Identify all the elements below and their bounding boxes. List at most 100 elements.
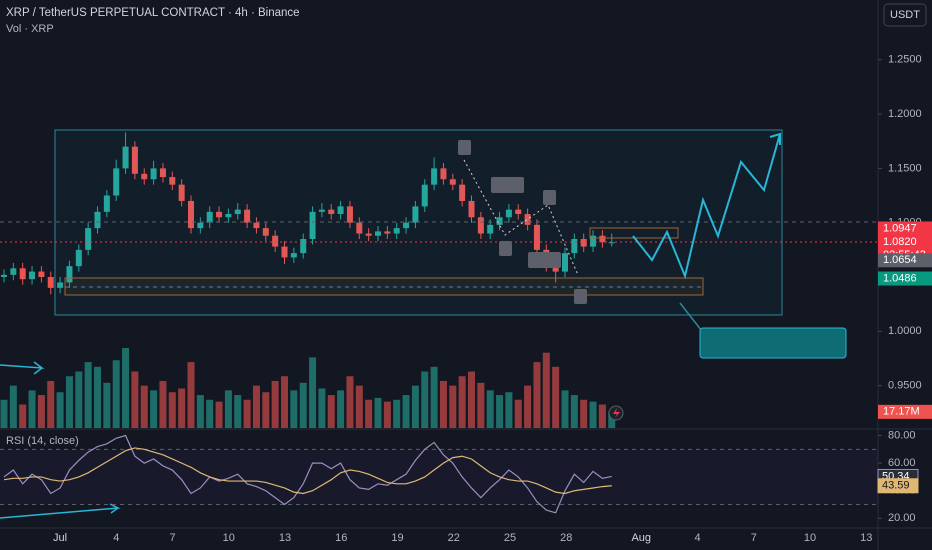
volume-bar — [598, 404, 606, 428]
alert-bolt — [613, 408, 620, 418]
currency-label[interactable]: USDT — [890, 9, 920, 21]
candle-body — [318, 209, 325, 212]
candle-body — [47, 277, 54, 288]
abcd-pattern — [463, 159, 579, 276]
volume-bar — [159, 380, 167, 428]
volume-bar — [75, 371, 83, 428]
candle-body — [272, 235, 279, 247]
candle-body — [468, 200, 475, 218]
x-tick-label: 4 — [113, 532, 119, 544]
candle-body — [75, 249, 82, 267]
point-box — [543, 190, 556, 205]
point-box — [499, 241, 512, 256]
volume-bar — [84, 362, 92, 428]
candle-body — [141, 173, 148, 180]
price-label-box — [878, 271, 932, 286]
candle-body — [216, 211, 223, 218]
candle-body — [328, 209, 335, 214]
candle-body — [169, 177, 176, 185]
volume-bar — [608, 411, 616, 428]
volume-bar — [318, 388, 326, 428]
y-tick-label: 1.1500 — [888, 162, 922, 174]
callout-box — [699, 327, 847, 359]
candle-body — [234, 209, 241, 214]
candle-body — [580, 238, 587, 247]
candle-body — [562, 253, 568, 272]
x-tick-label: 4 — [694, 532, 700, 544]
volume-bar — [505, 392, 513, 428]
x-tick-label: 7 — [751, 532, 757, 544]
y-tick-label: 1.2500 — [888, 54, 922, 66]
volume-bar — [561, 390, 569, 428]
ratio-box — [491, 177, 524, 193]
y-tick-label: 0.9500 — [888, 380, 922, 392]
volume-bar — [56, 392, 64, 428]
candle-body — [38, 271, 45, 278]
volume-bar — [206, 399, 214, 428]
candle-body — [131, 146, 138, 174]
candle-body — [300, 238, 307, 254]
price-label-box — [878, 221, 932, 236]
volume-legend: Vol · XRP — [6, 23, 54, 35]
volume-bar — [439, 380, 447, 428]
x-tick-label: 25 — [504, 532, 516, 544]
point-box — [574, 289, 587, 304]
volume-bar — [486, 390, 494, 428]
x-tick-label: 13 — [860, 532, 872, 544]
candle-body — [384, 231, 391, 234]
price-label: 1.0654 — [883, 254, 917, 266]
volume-arrow — [0, 361, 45, 375]
volume-bar — [524, 385, 532, 428]
volume-bar — [299, 382, 307, 428]
candle-body — [524, 214, 531, 225]
x-tick-label: 10 — [804, 532, 816, 544]
volume-bar — [365, 399, 373, 428]
volume-bar — [131, 371, 139, 428]
volume-bar — [234, 395, 242, 428]
candle-body — [496, 217, 503, 225]
volume-bar — [290, 390, 298, 428]
volume-bar — [150, 390, 158, 428]
projection-arrow — [769, 132, 781, 145]
volume-bar — [65, 376, 73, 428]
x-tick-label: Jul — [53, 532, 67, 544]
volume-bar — [178, 388, 186, 428]
candle-body — [309, 211, 316, 239]
candle-body — [599, 235, 606, 243]
rsi-legend: RSI (14, close) — [6, 435, 79, 447]
candle-body — [375, 231, 381, 236]
volume-bar — [9, 385, 17, 428]
volume-bar — [140, 385, 148, 428]
candle-body — [440, 168, 447, 180]
volume-bar — [196, 395, 204, 428]
candle-body — [178, 184, 185, 201]
volume-bar — [94, 366, 101, 428]
candle-body — [281, 246, 288, 258]
rsi-tick-label: 20.00 — [888, 512, 916, 524]
volume-bar — [402, 395, 410, 428]
volume-bar — [327, 395, 335, 428]
volume-bar — [383, 401, 391, 428]
volume-bar — [580, 399, 588, 428]
candle-body — [290, 253, 297, 258]
rsi-value-label: 43.59 — [882, 480, 910, 492]
candle-body — [459, 184, 466, 201]
volume-bar — [337, 390, 345, 428]
volume-bar — [187, 362, 195, 428]
point-box — [458, 140, 471, 155]
price-label: 1.0947 — [883, 222, 917, 234]
candle-body — [571, 238, 578, 254]
price-label: 1.0486 — [883, 272, 917, 284]
candle-body — [487, 224, 494, 234]
volume-bar — [47, 380, 55, 428]
reverse-zone-box — [64, 277, 704, 296]
volume-bar — [514, 399, 522, 428]
volume-bar — [449, 385, 457, 428]
projection-path — [632, 133, 781, 280]
volume-label: 17.17M — [883, 406, 920, 418]
candle-body — [346, 206, 353, 223]
currency-button[interactable] — [883, 3, 927, 27]
volume-bar — [496, 395, 504, 428]
x-tick-label: 22 — [448, 532, 460, 544]
candle-body — [57, 282, 64, 288]
